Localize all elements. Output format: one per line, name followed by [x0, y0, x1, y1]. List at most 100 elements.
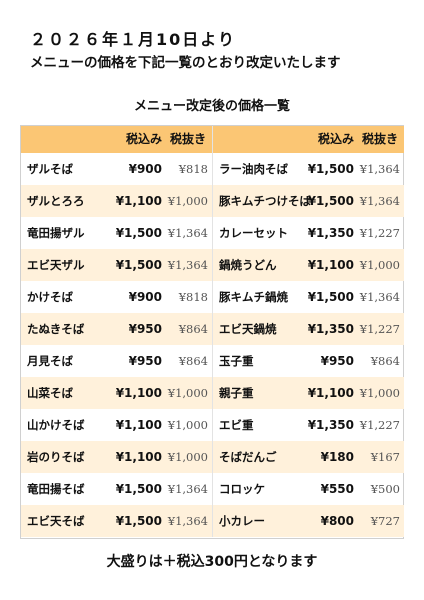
price-tax-excluded: ¥1,364 [167, 514, 208, 528]
price-tax-excluded: ¥1,000 [167, 194, 208, 208]
table-row: 竜田揚ザル ¥1,500 ¥1,364 [21, 217, 212, 249]
table-row: 豚キムチ鍋焼 ¥1,500 ¥1,364 [213, 281, 404, 313]
table-row: たぬきそば ¥950 ¥864 [21, 313, 212, 345]
price-tax-included: ¥1,500 [307, 290, 354, 304]
item-name: ザルとろろ [27, 194, 85, 208]
table-row: 玉子重 ¥950 ¥864 [213, 345, 404, 377]
price-tax-excluded: ¥1,364 [167, 482, 208, 496]
price-tax-included: ¥1,500 [115, 258, 162, 272]
item-name: ザルそば [27, 162, 73, 176]
price-tax-excluded: ¥1,227 [359, 322, 400, 336]
price-tax-excluded: ¥500 [370, 482, 400, 496]
table-row: ザルそば ¥900 ¥818 [21, 153, 212, 185]
item-name: 鍋焼うどん [219, 258, 277, 272]
price-tax-excluded: ¥864 [370, 354, 400, 368]
item-name: 山かけそば [27, 418, 85, 432]
price-tax-included: ¥550 [320, 482, 354, 496]
price-tax-included: ¥950 [128, 354, 162, 368]
price-table: 税込み 税抜き ザルそば ¥900 ¥818 ザルとろろ ¥1,100 ¥1,000 竜田揚… [20, 125, 404, 539]
price-tax-included: ¥1,350 [307, 322, 354, 336]
table-header: 税込み 税抜き [213, 126, 404, 153]
revision-message: メニューの価格を下記一覧のとおり改定いたします [30, 55, 341, 71]
item-name: 玉子重 [219, 354, 254, 368]
price-tax-excluded: ¥1,000 [167, 418, 208, 432]
price-tax-included: ¥1,100 [115, 194, 162, 208]
table-row: そばだんご ¥180 ¥167 [213, 441, 404, 473]
tax-included-header: 税込み [125, 132, 162, 146]
table-row: 山菜そば ¥1,100 ¥1,000 [21, 377, 212, 409]
table-row: エビ天そば ¥1,500 ¥1,364 [21, 505, 212, 537]
table-row: ザルとろろ ¥1,100 ¥1,000 [21, 185, 212, 217]
large-size-note: 大盛りは＋税込300円となります [106, 554, 318, 570]
price-tax-included: ¥1,500 [115, 482, 162, 496]
item-name: 山菜そば [27, 386, 73, 400]
item-name: 親子重 [219, 386, 254, 400]
price-tax-excluded: ¥1,227 [359, 418, 400, 432]
item-name: コロッケ [219, 482, 265, 496]
table-row: 山かけそば ¥1,100 ¥1,000 [21, 409, 212, 441]
item-name: エビ天そば [27, 514, 85, 528]
price-tax-excluded: ¥864 [178, 322, 208, 336]
item-name: 豚キムチつけそば [219, 194, 311, 208]
table-header: 税込み 税抜き [21, 126, 212, 153]
table-row: 小カレー ¥800 ¥727 [213, 505, 404, 537]
price-tax-excluded: ¥727 [370, 514, 400, 528]
table-row: カレーセット ¥1,350 ¥1,227 [213, 217, 404, 249]
item-name: かけそば [27, 290, 73, 304]
item-name: 月見そば [27, 354, 73, 368]
price-tax-excluded: ¥1,364 [359, 194, 400, 208]
item-name: たぬきそば [27, 322, 85, 336]
effective-date: ２０２６年１月10日より [30, 30, 236, 49]
tax-excluded-header: 税抜き [361, 132, 398, 146]
item-name: 豚キムチ鍋焼 [219, 290, 288, 304]
table-row: 竜田揚そば ¥1,500 ¥1,364 [21, 473, 212, 505]
price-tax-included: ¥950 [320, 354, 354, 368]
price-tax-excluded: ¥864 [178, 354, 208, 368]
price-tax-included: ¥1,100 [307, 258, 354, 272]
price-column-left: 税込み 税抜き ザルそば ¥900 ¥818 ザルとろろ ¥1,100 ¥1,000 竜田揚… [21, 126, 212, 537]
item-name: エビ重 [219, 418, 254, 432]
table-row: エビ天鍋焼 ¥1,350 ¥1,227 [213, 313, 404, 345]
price-tax-excluded: ¥1,000 [359, 386, 400, 400]
price-tax-included: ¥180 [320, 450, 354, 464]
price-tax-included: ¥1,100 [115, 450, 162, 464]
price-tax-included: ¥1,100 [115, 418, 162, 432]
table-row: 鍋焼うどん ¥1,100 ¥1,000 [213, 249, 404, 281]
price-tax-included: ¥1,350 [307, 226, 354, 240]
price-tax-included: ¥900 [128, 162, 162, 176]
price-tax-excluded: ¥1,000 [359, 258, 400, 272]
price-tax-excluded: ¥1,364 [167, 258, 208, 272]
table-title: メニュー改定後の価格一覧 [133, 99, 290, 114]
item-name: エビ天鍋焼 [219, 322, 277, 336]
item-name: エビ天ザル [27, 258, 85, 272]
item-name: カレーセット [219, 226, 288, 240]
price-tax-excluded: ¥1,227 [359, 226, 400, 240]
price-tax-included: ¥1,500 [115, 514, 162, 528]
table-row: 岩のりそば ¥1,100 ¥1,000 [21, 441, 212, 473]
item-name: 岩のりそば [27, 450, 85, 464]
table-row: ラー油肉そば ¥1,500 ¥1,364 [213, 153, 404, 185]
table-row: 豚キムチつけそば ¥1,500 ¥1,364 [213, 185, 404, 217]
price-tax-excluded: ¥1,000 [167, 450, 208, 464]
item-name: 竜田揚ザル [27, 226, 85, 240]
price-tax-included: ¥1,500 [307, 162, 354, 176]
price-column-right: 税込み 税抜き ラー油肉そば ¥1,500 ¥1,364 豚キムチつけそば ¥1,500… [212, 126, 404, 537]
price-tax-included: ¥1,100 [307, 386, 354, 400]
revision-notice: ２０２６年１月10日より メニューの価格を下記一覧のとおり改定いたします [30, 30, 341, 72]
price-tax-included: ¥1,500 [307, 194, 354, 208]
price-tax-excluded: ¥818 [178, 162, 208, 176]
table-row: エビ天ザル ¥1,500 ¥1,364 [21, 249, 212, 281]
tax-included-header: 税込み [317, 132, 354, 146]
price-tax-included: ¥1,100 [115, 386, 162, 400]
price-tax-included: ¥900 [128, 290, 162, 304]
item-name: 竜田揚そば [27, 482, 85, 496]
table-row: 親子重 ¥1,100 ¥1,000 [213, 377, 404, 409]
price-tax-excluded: ¥1,364 [359, 290, 400, 304]
price-tax-excluded: ¥818 [178, 290, 208, 304]
price-tax-excluded: ¥167 [370, 450, 400, 464]
price-tax-included: ¥1,500 [115, 226, 162, 240]
price-tax-included: ¥950 [128, 322, 162, 336]
price-tax-excluded: ¥1,364 [167, 226, 208, 240]
tax-excluded-header: 税抜き [169, 132, 206, 146]
table-row: 月見そば ¥950 ¥864 [21, 345, 212, 377]
